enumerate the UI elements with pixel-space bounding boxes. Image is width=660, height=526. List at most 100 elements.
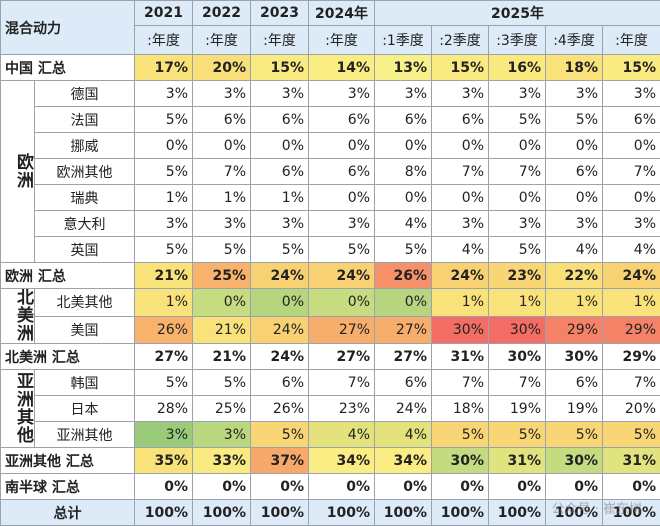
value-cell: 20% bbox=[603, 396, 660, 422]
value-cell: 8% bbox=[375, 159, 432, 185]
value-cell: 33% bbox=[193, 448, 251, 474]
period-header: :年度 bbox=[309, 26, 375, 55]
value-cell: 15% bbox=[251, 55, 309, 81]
value-cell: 100% bbox=[251, 500, 309, 526]
value-cell: 100% bbox=[309, 500, 375, 526]
value-cell: 5% bbox=[489, 422, 546, 448]
value-cell: 4% bbox=[309, 422, 375, 448]
value-cell: 23% bbox=[489, 263, 546, 289]
period-header: :年度 bbox=[251, 26, 309, 55]
value-cell: 6% bbox=[546, 159, 603, 185]
value-cell: 100% bbox=[546, 500, 603, 526]
value-cell: 5% bbox=[135, 370, 193, 396]
row-label: 德国 bbox=[35, 81, 135, 107]
value-cell: 100% bbox=[193, 500, 251, 526]
value-cell: 0% bbox=[603, 474, 660, 500]
value-cell: 1% bbox=[432, 289, 489, 317]
row-label: 北美洲 汇总 bbox=[1, 344, 135, 370]
value-cell: 6% bbox=[375, 107, 432, 133]
value-cell: 100% bbox=[489, 500, 546, 526]
year-header: 2024年 bbox=[309, 1, 375, 26]
value-cell: 6% bbox=[193, 107, 251, 133]
value-cell: 100% bbox=[135, 500, 193, 526]
value-cell: 26% bbox=[375, 263, 432, 289]
value-cell: 3% bbox=[432, 211, 489, 237]
value-cell: 6% bbox=[309, 159, 375, 185]
value-cell: 3% bbox=[193, 81, 251, 107]
row-label: 欧洲 汇总 bbox=[1, 263, 135, 289]
value-cell: 6% bbox=[432, 107, 489, 133]
value-cell: 1% bbox=[546, 289, 603, 317]
value-cell: 0% bbox=[251, 289, 309, 317]
value-cell: 6% bbox=[375, 370, 432, 396]
value-cell: 5% bbox=[546, 107, 603, 133]
value-cell: 0% bbox=[375, 474, 432, 500]
value-cell: 24% bbox=[309, 263, 375, 289]
value-cell: 27% bbox=[375, 344, 432, 370]
value-cell: 7% bbox=[432, 370, 489, 396]
value-cell: 3% bbox=[603, 81, 660, 107]
value-cell: 5% bbox=[432, 422, 489, 448]
value-cell: 3% bbox=[251, 211, 309, 237]
value-cell: 31% bbox=[603, 448, 660, 474]
value-cell: 100% bbox=[375, 500, 432, 526]
row-label: 瑞典 bbox=[35, 185, 135, 211]
value-cell: 5% bbox=[489, 237, 546, 263]
value-cell: 6% bbox=[251, 107, 309, 133]
row-label: 欧洲其他 bbox=[35, 159, 135, 185]
value-cell: 0% bbox=[309, 133, 375, 159]
value-cell: 22% bbox=[546, 263, 603, 289]
value-cell: 5% bbox=[251, 237, 309, 263]
value-cell: 28% bbox=[135, 396, 193, 422]
value-cell: 3% bbox=[432, 81, 489, 107]
value-cell: 4% bbox=[432, 237, 489, 263]
value-cell: 19% bbox=[546, 396, 603, 422]
value-cell: 0% bbox=[432, 185, 489, 211]
value-cell: 31% bbox=[489, 448, 546, 474]
value-cell: 1% bbox=[251, 185, 309, 211]
row-label: 亚洲其他 bbox=[35, 422, 135, 448]
value-cell: 0% bbox=[603, 185, 660, 211]
value-cell: 0% bbox=[432, 133, 489, 159]
value-cell: 0% bbox=[546, 133, 603, 159]
value-cell: 7% bbox=[309, 370, 375, 396]
value-cell: 7% bbox=[603, 159, 660, 185]
period-header: :1季度 bbox=[375, 26, 432, 55]
value-cell: 35% bbox=[135, 448, 193, 474]
value-cell: 4% bbox=[603, 237, 660, 263]
value-cell: 0% bbox=[309, 185, 375, 211]
value-cell: 0% bbox=[193, 133, 251, 159]
row-label: 日本 bbox=[35, 396, 135, 422]
value-cell: 30% bbox=[489, 316, 546, 344]
value-cell: 7% bbox=[489, 370, 546, 396]
value-cell: 27% bbox=[309, 316, 375, 344]
value-cell: 0% bbox=[251, 133, 309, 159]
table-title: 混合动力 bbox=[1, 1, 135, 55]
row-label: 意大利 bbox=[35, 211, 135, 237]
value-cell: 0% bbox=[193, 474, 251, 500]
value-cell: 30% bbox=[546, 448, 603, 474]
value-cell: 5% bbox=[135, 159, 193, 185]
value-cell: 7% bbox=[489, 159, 546, 185]
value-cell: 1% bbox=[135, 185, 193, 211]
value-cell: 0% bbox=[603, 133, 660, 159]
value-cell: 0% bbox=[135, 474, 193, 500]
value-cell: 18% bbox=[432, 396, 489, 422]
value-cell: 0% bbox=[309, 289, 375, 317]
value-cell: 6% bbox=[546, 370, 603, 396]
value-cell: 0% bbox=[251, 474, 309, 500]
value-cell: 34% bbox=[309, 448, 375, 474]
value-cell: 0% bbox=[375, 185, 432, 211]
